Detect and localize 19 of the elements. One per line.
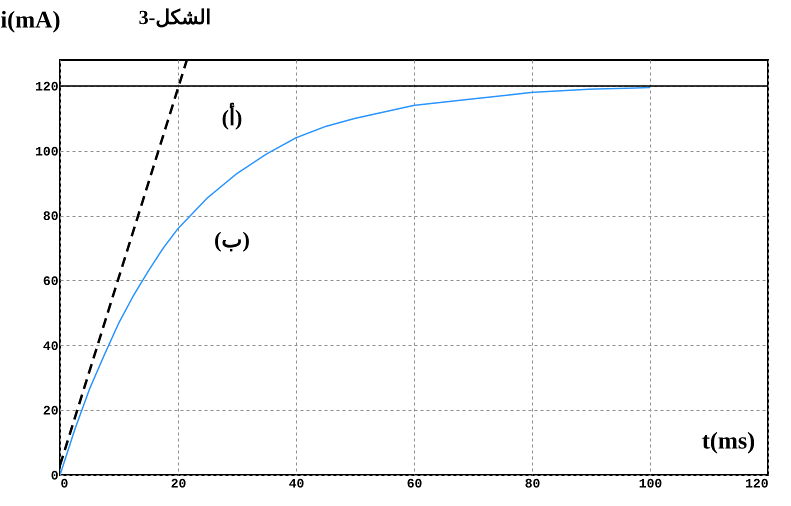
y-tick-label: 100: [35, 144, 59, 160]
x-tick-label: 0: [60, 476, 68, 492]
line-series: [60, 86, 651, 475]
y-tick-label: 40: [42, 338, 59, 354]
x-tick-label: 40: [288, 476, 304, 492]
chart-title: الشكل-3: [138, 7, 212, 29]
x-tick-label: 100: [638, 476, 662, 492]
x-tick-label: 120: [745, 476, 769, 492]
x-tick-label: 60: [406, 476, 422, 492]
x-axis-title: t(ms): [702, 428, 756, 454]
x-tick-label: 80: [524, 476, 540, 492]
y-axis-title: i(mA): [0, 8, 60, 34]
y-tick-label: 120: [35, 79, 59, 94]
y-tick-label: 20: [42, 404, 59, 419]
y-tick-label: 60: [42, 274, 59, 289]
y-tick-label: 80: [42, 209, 59, 224]
annotation: (أ): [222, 102, 242, 130]
annotation: (ب): [214, 227, 250, 252]
x-tick-label: 20: [170, 476, 186, 492]
